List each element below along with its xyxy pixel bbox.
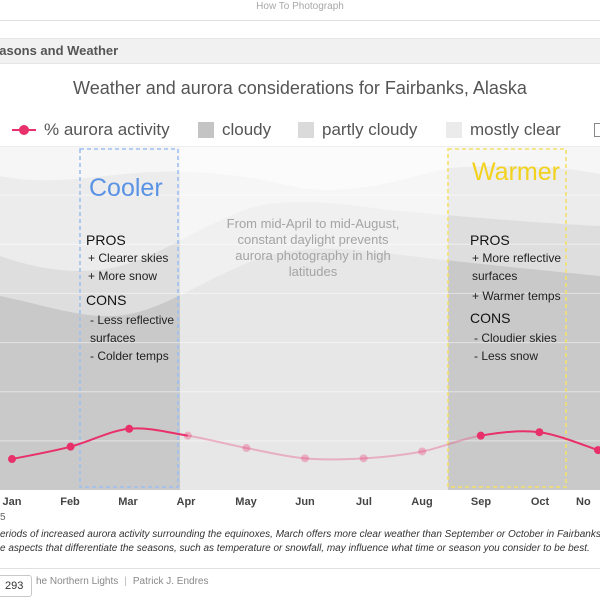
x-tick-label: Apr bbox=[176, 496, 196, 508]
aurora-point-mar bbox=[125, 424, 134, 433]
cooler-con-item: surfaces bbox=[90, 331, 136, 345]
x-tick-label: Oct bbox=[530, 496, 550, 508]
page-number-button[interactable]: 293 bbox=[0, 575, 33, 597]
x-tick-label: Mar bbox=[118, 496, 138, 508]
cooler-season-box bbox=[79, 148, 179, 488]
aurora-line-segment bbox=[363, 450, 423, 460]
x-tick-label: Jul bbox=[356, 496, 372, 508]
warmer-pros-heading: PROS bbox=[470, 232, 510, 248]
chart-legend: % aurora activity cloudy partly cloudy m… bbox=[0, 118, 600, 142]
daylight-note: From mid-April to mid-August, constant d… bbox=[226, 216, 400, 279]
cooler-cons-heading: CONS bbox=[86, 292, 127, 308]
warmer-pro-item: + More reflective bbox=[472, 251, 562, 265]
footer-book-info: he Northern Lights | Patrick J. Endres bbox=[36, 576, 209, 587]
warmer-cons-heading: CONS bbox=[470, 310, 511, 326]
warmer-season-box bbox=[447, 148, 567, 488]
legend-item-clipped bbox=[594, 118, 600, 142]
aurora-point-jan bbox=[8, 455, 16, 464]
cooler-pro-item: + Clearer skies bbox=[88, 251, 169, 265]
legend-box-outline bbox=[594, 123, 600, 137]
x-tick-label: Jun bbox=[295, 496, 315, 508]
aurora-point-jun bbox=[301, 454, 309, 463]
legend-item-aurora: % aurora activity bbox=[12, 118, 170, 142]
legend-item-mostly-clear: mostly clear bbox=[446, 118, 561, 142]
partly-cloudy-swatch bbox=[298, 122, 314, 138]
aurora-point-no bbox=[594, 446, 600, 455]
cooler-con-item: - Colder temps bbox=[90, 349, 169, 363]
warmer-con-item: - Less snow bbox=[474, 349, 539, 363]
x-tick-label: Feb bbox=[60, 496, 80, 508]
cooler-pro-item: + More snow bbox=[88, 269, 158, 283]
aurora-line-segment bbox=[480, 430, 540, 437]
x-tick-label: Aug bbox=[411, 496, 433, 508]
warmer-title: Warmer bbox=[472, 158, 560, 186]
x-tick-label: Jan bbox=[2, 496, 22, 508]
aurora-line-segment bbox=[70, 427, 130, 448]
x-tick-label: May bbox=[235, 496, 257, 508]
warmer-con-item: - Cloudier skies bbox=[474, 331, 557, 345]
warmer-pro-item: surfaces bbox=[472, 269, 518, 283]
aurora-point-apr bbox=[183, 431, 192, 440]
footer-divider bbox=[0, 568, 600, 569]
aurora-point-sep bbox=[476, 431, 485, 440]
section-title: easons and Weather bbox=[0, 43, 119, 58]
x-tick-label: No bbox=[576, 496, 591, 508]
cooler-title: Cooler bbox=[89, 174, 163, 202]
cloudy-swatch bbox=[198, 122, 214, 138]
chart-title: Weather and aurora considerations for Fa… bbox=[73, 78, 527, 98]
app-title: How To Photograph bbox=[256, 1, 344, 12]
legend-label: partly cloudy bbox=[322, 120, 418, 139]
aurora-line-segment bbox=[304, 457, 364, 461]
caption-line: eriods of increased aurora activity surr… bbox=[0, 529, 600, 540]
aurora-point-aug bbox=[418, 447, 427, 456]
legend-item-partly-cloudy: partly cloudy bbox=[298, 118, 417, 142]
figure-caption: eriods of increased aurora activity surr… bbox=[0, 528, 600, 556]
header-divider bbox=[0, 20, 600, 21]
cooler-pros-heading: PROS bbox=[86, 232, 126, 248]
book-title: he Northern Lights bbox=[36, 576, 119, 587]
footnote-marker: 5 bbox=[0, 512, 6, 523]
daylight-overlay bbox=[180, 146, 448, 490]
mostly-clear-swatch bbox=[446, 122, 462, 138]
warmer-pro-item: + Warmer temps bbox=[472, 289, 561, 303]
aurora-point-jul bbox=[359, 454, 368, 463]
legend-label: % aurora activity bbox=[44, 120, 170, 139]
section-header: easons and Weather bbox=[0, 38, 600, 64]
aurora-line-segment bbox=[422, 434, 481, 453]
legend-label: cloudy bbox=[222, 120, 272, 139]
aurora-point-oct bbox=[535, 428, 544, 437]
weather-aurora-chart bbox=[0, 146, 600, 490]
cooler-con-item: - Less reflective bbox=[90, 313, 175, 327]
aurora-point-feb bbox=[66, 442, 75, 451]
aurora-line-swatch bbox=[12, 122, 36, 138]
aurora-line-segment bbox=[246, 447, 306, 460]
aurora-line-segment bbox=[187, 434, 247, 450]
caption-line: e aspects that differentiate the seasons… bbox=[0, 543, 590, 554]
legend-item-cloudy: cloudy bbox=[198, 118, 271, 142]
aurora-line-segment bbox=[129, 427, 188, 437]
x-tick-label: Sep bbox=[470, 496, 492, 508]
legend-label: mostly clear bbox=[470, 120, 561, 139]
author-name: Patrick J. Endres bbox=[132, 576, 209, 587]
aurora-point-may bbox=[242, 444, 251, 453]
